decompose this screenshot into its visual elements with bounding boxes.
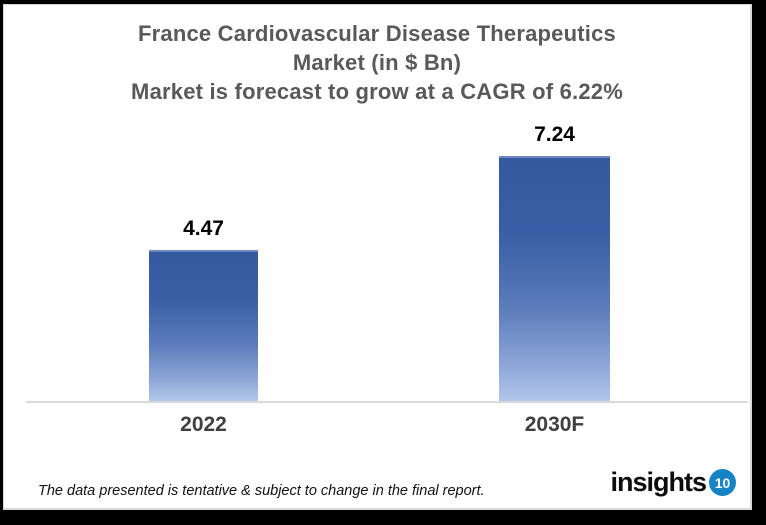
bar-2022: [149, 250, 258, 401]
chart-panel: France Cardiovascular Disease Therapeuti…: [3, 4, 752, 510]
x-axis-line: [26, 401, 748, 403]
category-label-2030f: 2030F: [524, 413, 585, 436]
value-label-2030f: 7.24: [534, 123, 575, 146]
chart-subtitle: Market is forecast to grow at a CAGR of …: [131, 79, 623, 104]
insights10-logo: insights 10: [610, 467, 736, 498]
chart-title: France Cardiovascular Disease Therapeuti…: [4, 19, 750, 106]
bar-2030f: [499, 156, 610, 401]
category-label-2022: 2022: [180, 413, 227, 436]
disclaimer-note: The data presented is tentative & subjec…: [38, 483, 485, 499]
logo-badge-10: 10: [709, 469, 736, 496]
logo-wordmark: insights: [610, 467, 707, 497]
bar-chart: 4.47 7.24 2022 2030F: [4, 5, 750, 508]
chart-title-line-1: France Cardiovascular Disease Therapeuti…: [138, 21, 616, 46]
value-label-2022: 4.47: [183, 217, 224, 240]
chart-title-line-2: Market (in $ Bn): [292, 50, 462, 75]
